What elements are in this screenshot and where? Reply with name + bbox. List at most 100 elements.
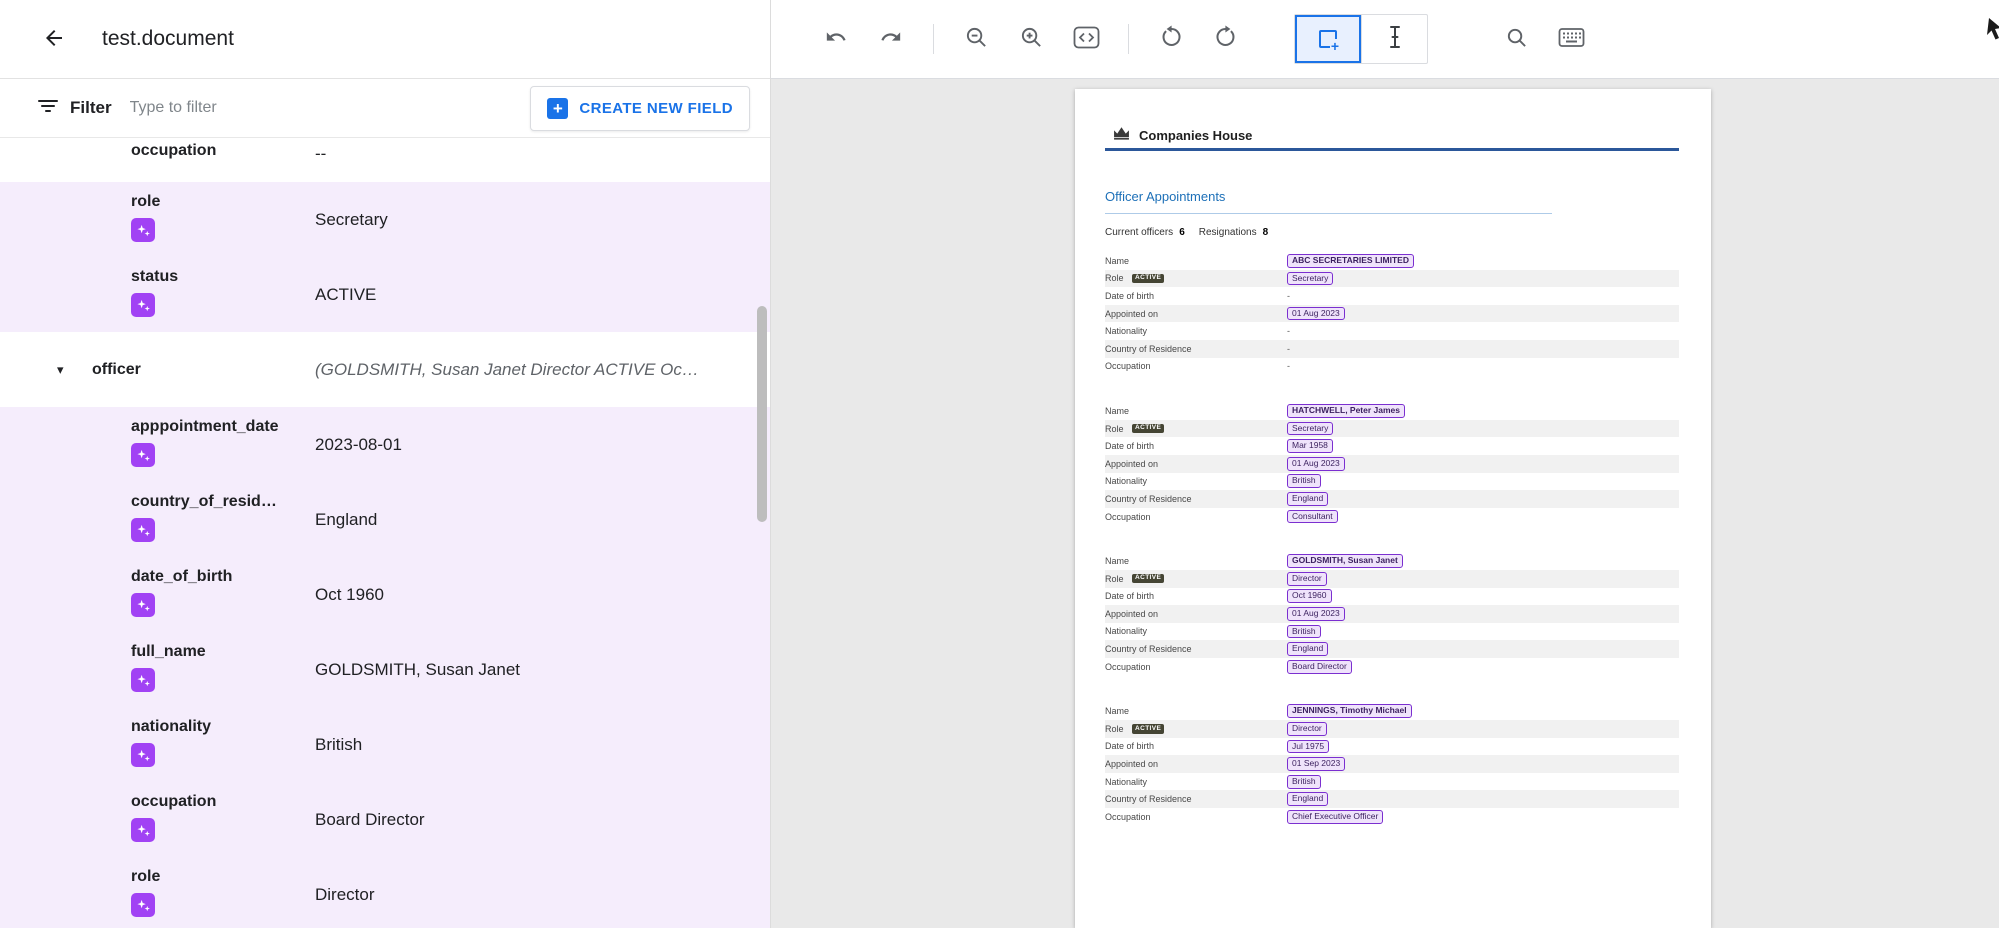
toolbar-divider: [1128, 24, 1129, 54]
field-label: date_of_birth: [131, 568, 233, 585]
field-row-nationality[interactable]: nationality British: [0, 707, 770, 782]
field-row-role[interactable]: role Director: [0, 857, 770, 928]
add-region-tool[interactable]: +: [1295, 15, 1361, 63]
doc-row-label: Date of birth: [1105, 441, 1155, 452]
resignations-label: Resignations: [1198, 227, 1257, 238]
officer-blocks: Name ABC SECRETARIES LIMITED Role ACTIVE Sec…: [1075, 252, 1711, 853]
field-value: ACTIVE: [315, 284, 377, 304]
annotation-chip[interactable]: Director: [1287, 721, 1327, 736]
field-label: full_name: [131, 643, 206, 660]
doc-row: Appointed on 01 Aug 2023: [1105, 304, 1679, 323]
auto-extract-sparkle-icon: [131, 293, 155, 317]
rotate-right-icon: [1214, 25, 1238, 53]
annotation-chip[interactable]: England: [1287, 792, 1329, 807]
status-badge: ACTIVE: [1132, 724, 1165, 734]
text-select-tool[interactable]: [1361, 15, 1427, 63]
annotation-chip[interactable]: 01 Aug 2023: [1287, 456, 1345, 471]
ibeam-icon: [1387, 24, 1403, 55]
doc-row-label: Role: [1105, 573, 1124, 584]
annotation-chip[interactable]: ABC SECRETARIES LIMITED: [1287, 253, 1414, 268]
field-row-full_name[interactable]: full_name GOLDSMITH, Susan Janet: [0, 632, 770, 707]
field-row-status[interactable]: status ACTIVE: [0, 257, 770, 332]
annotation-chip[interactable]: JENNINGS, Timothy Michael: [1287, 704, 1412, 719]
auto-extract-sparkle-icon: [131, 743, 155, 767]
annotation-chip[interactable]: Secretary: [1287, 421, 1334, 436]
rotate-left-button[interactable]: [1148, 16, 1194, 62]
doc-row-label: Country of Residence: [1105, 794, 1192, 805]
back-button[interactable]: [38, 23, 70, 55]
doc-row: Occupation Board Director: [1105, 658, 1679, 676]
doc-row-label: Occupation: [1105, 661, 1151, 672]
zoom-out-button[interactable]: [953, 16, 999, 62]
doc-row-label: Name: [1105, 706, 1130, 717]
doc-row: Name GOLDSMITH, Susan Janet: [1105, 552, 1679, 570]
officer-block: Name GOLDSMITH, Susan Janet Role ACTIVE Dire…: [1075, 552, 1711, 675]
doc-row-value: -: [1287, 290, 1290, 301]
field-row-date_of_birth[interactable]: date_of_birth Oct 1960: [0, 557, 770, 632]
left-panel-header: test.document: [0, 0, 770, 79]
doc-row: Nationality -: [1105, 322, 1679, 340]
doc-row: Appointed on 01 Aug 2023: [1105, 605, 1679, 623]
annotation-chip[interactable]: 01 Sep 2023: [1287, 757, 1346, 771]
field-value: 2023-08-01: [315, 434, 402, 454]
field-value: Director: [315, 884, 375, 904]
create-new-field-label: CREATE NEW FIELD: [579, 99, 733, 117]
field-value: Board Director: [315, 809, 425, 829]
search-icon: [1505, 26, 1528, 53]
annotation-chip[interactable]: 01 Aug 2023: [1287, 306, 1345, 321]
create-new-field-button[interactable]: + CREATE NEW FIELD: [530, 85, 750, 131]
doc-row: Appointed on 01 Aug 2023: [1105, 454, 1679, 473]
rotate-right-button[interactable]: [1203, 16, 1249, 62]
field-label: occupation: [131, 142, 217, 159]
filter-input[interactable]: [129, 99, 531, 117]
doc-row-value: -: [1287, 361, 1290, 372]
doc-row-label: Nationality: [1105, 476, 1148, 487]
plus-icon: +: [547, 97, 569, 119]
field-row-country_of_resid[interactable]: country_of_resid… England: [0, 482, 770, 557]
doc-row: Occupation -: [1105, 358, 1679, 376]
crest-icon: [1113, 125, 1130, 145]
field-row-occupation[interactable]: occupation Board Director: [0, 782, 770, 857]
annotation-chip[interactable]: Secretary: [1287, 271, 1334, 286]
scrollbar-thumb[interactable]: [757, 306, 767, 522]
field-row-officer[interactable]: ▾ officer (GOLDSMITH, Susan Janet Director…: [0, 332, 770, 407]
keyboard-shortcuts-button[interactable]: [1548, 16, 1594, 62]
annotation-chip[interactable]: England: [1287, 642, 1329, 656]
annotation-chip[interactable]: Jul 1975: [1287, 739, 1330, 754]
field-label: role: [131, 193, 161, 210]
annotation-chip[interactable]: Consultant: [1287, 509, 1338, 524]
companies-house-header: Companies House: [1113, 125, 1252, 145]
undo-icon: [825, 26, 847, 52]
annotation-chip[interactable]: Chief Executive Officer: [1287, 809, 1384, 824]
annotation-chip[interactable]: England: [1287, 492, 1329, 506]
doc-row: Nationality British: [1105, 773, 1679, 791]
annotation-chip[interactable]: British: [1287, 774, 1321, 789]
zoom-in-button[interactable]: [1008, 16, 1054, 62]
annotation-chip[interactable]: Director: [1287, 571, 1327, 586]
doc-row: Name HATCHWELL, Peter James: [1105, 402, 1679, 420]
annotation-chip[interactable]: 01 Aug 2023: [1287, 607, 1345, 621]
officer-block: Name HATCHWELL, Peter James Role ACTIVE Secr…: [1075, 402, 1711, 525]
brand-name: Companies House: [1139, 127, 1253, 143]
search-button[interactable]: [1493, 16, 1539, 62]
field-row-role[interactable]: role Secretary: [0, 182, 770, 257]
annotation-chip[interactable]: British: [1287, 624, 1321, 639]
field-row-occupation[interactable]: occupation --: [0, 138, 770, 182]
annotation-chip[interactable]: HATCHWELL, Peter James: [1287, 404, 1406, 418]
auto-extract-sparkle-icon: [131, 218, 155, 242]
annotation-chip[interactable]: Mar 1958: [1287, 439, 1333, 454]
code-view-button[interactable]: [1063, 16, 1109, 62]
doc-row: Role ACTIVE Secretary: [1105, 419, 1679, 438]
field-value: GOLDSMITH, Susan Janet: [315, 659, 521, 679]
redo-button[interactable]: [868, 16, 914, 62]
annotation-chip[interactable]: GOLDSMITH, Susan Janet: [1287, 554, 1403, 568]
chevron-down-icon[interactable]: ▾: [57, 361, 64, 377]
annotation-chip[interactable]: Oct 1960: [1287, 589, 1332, 604]
doc-row-label: Nationality: [1105, 326, 1148, 337]
annotation-chip[interactable]: British: [1287, 474, 1321, 489]
doc-row-label: Nationality: [1105, 626, 1148, 637]
annotation-chip[interactable]: Board Director: [1287, 659, 1352, 674]
add-region-icon: +: [1319, 30, 1340, 53]
undo-button[interactable]: [813, 16, 859, 62]
field-row-apppointment_date[interactable]: apppointment_date 2023-08-01: [0, 407, 770, 482]
